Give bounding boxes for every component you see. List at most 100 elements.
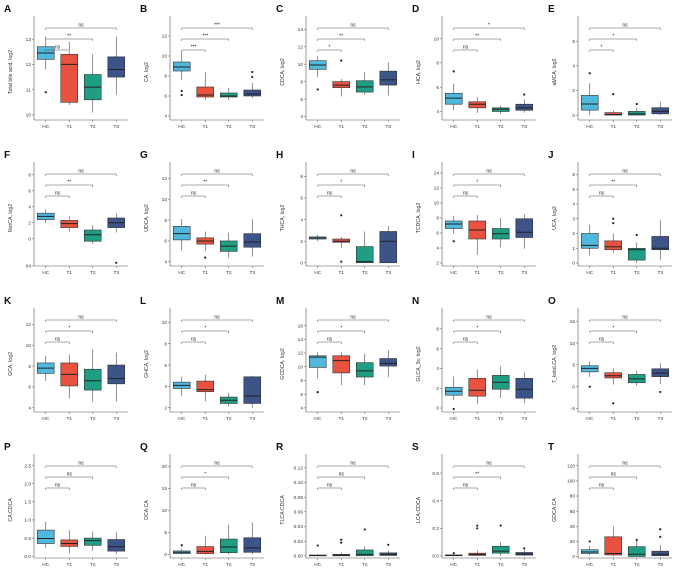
x-tick-label: T2 <box>226 416 232 422</box>
panel-l: L GHCA, log2 2 4 6 8 10 HC T1 T2 T3 ns * ns <box>140 296 264 422</box>
box-t3 <box>107 56 126 78</box>
significance-label: *** <box>214 23 220 29</box>
panel-letter: J <box>548 150 554 161</box>
significance-label: ns <box>599 483 605 489</box>
outlier-point <box>44 91 47 94</box>
significance-bracket <box>453 330 501 333</box>
y-tick-label: 8 <box>28 173 31 179</box>
outlier-point <box>659 535 662 538</box>
significance-label: ns <box>611 472 617 478</box>
significance-label: ns <box>191 483 197 489</box>
x-tick-label: T1 <box>338 562 344 568</box>
y-tick-label: 1.0 <box>24 518 31 524</box>
box-t3 <box>243 233 262 248</box>
box-hc <box>308 355 327 368</box>
significance-label: * <box>476 180 478 186</box>
x-tick-label: HC <box>178 270 185 276</box>
significance-bracket <box>453 49 478 52</box>
significance-label: ** <box>67 180 71 186</box>
y-tick-label: 10 <box>26 113 32 119</box>
x-tick-label: T1 <box>474 416 480 422</box>
x-tick-label: T1 <box>610 416 616 422</box>
y-tick-label: 6 <box>300 196 303 202</box>
outlier-point <box>115 261 118 264</box>
outlier-point <box>612 217 615 220</box>
y-tick-label: 120 <box>567 463 575 469</box>
significance-label: ** <box>203 180 207 186</box>
y-tick-label: 0.6 <box>432 471 439 477</box>
box-t3 <box>515 103 534 111</box>
box-t3 <box>379 231 398 264</box>
y-tick-label: 10 <box>162 197 168 203</box>
y-axis-label: HCA, log2 <box>416 60 422 84</box>
outlier-point <box>452 70 455 73</box>
y-tick-label: 8 <box>436 327 439 333</box>
panel-letter: L <box>140 296 146 307</box>
significance-label: ns <box>67 472 73 478</box>
y-tick-label: 2.0 <box>24 481 31 487</box>
significance-bracket <box>45 184 93 187</box>
x-tick-label: T3 <box>113 416 119 422</box>
y-tick-label: 4 <box>572 64 575 70</box>
outlier-point <box>387 543 390 546</box>
significance-label: ** <box>611 180 615 186</box>
box-t2 <box>627 111 646 116</box>
significance-bracket <box>317 38 365 41</box>
x-tick-label: HC <box>178 562 185 568</box>
y-tick-label: 6 <box>300 392 303 398</box>
significance-label: ** <box>339 34 343 40</box>
box-t2 <box>83 537 102 546</box>
outlier-point <box>476 527 479 530</box>
significance-label: ns <box>463 191 469 197</box>
box-t1 <box>604 240 623 251</box>
y-tick-label: 4 <box>164 384 167 390</box>
significance-bracket <box>453 319 525 322</box>
panel-b: B CA, log2 4 6 8 10 12 HC T1 T2 T3 *** *** *** <box>140 4 264 130</box>
y-tick-label: 15 <box>162 486 168 492</box>
y-tick-label: 10 <box>162 508 168 514</box>
y-axis-label: TCDCA, log2 <box>416 203 422 234</box>
significance-bracket <box>453 27 525 30</box>
significance-label: ns <box>486 169 492 175</box>
significance-bracket <box>181 173 253 176</box>
outlier-point <box>180 544 183 547</box>
outlier-point <box>180 89 183 93</box>
significance-bracket <box>317 465 389 468</box>
outlier-point <box>251 70 254 74</box>
y-tick-label: 15 <box>570 319 576 325</box>
x-tick-label: T1 <box>66 124 72 130</box>
y-tick-label: 2 <box>572 88 575 94</box>
panel-letter: C <box>276 4 283 15</box>
box-t3 <box>107 539 126 552</box>
x-tick-label: T2 <box>362 416 368 422</box>
box-t1 <box>604 112 623 116</box>
box-t3 <box>243 376 262 404</box>
y-tick-label: 14 <box>298 337 304 343</box>
y-tick-label: 5 <box>572 363 575 369</box>
outlier-point <box>340 260 343 263</box>
y-tick-label: 0.2 <box>432 526 439 532</box>
x-tick-label: T2 <box>362 562 368 568</box>
x-tick-label: T2 <box>226 124 232 130</box>
x-tick-label: T3 <box>385 416 391 422</box>
y-tick-label: 2 <box>300 239 303 245</box>
significance-bracket <box>453 476 501 479</box>
y-tick-label: 2 <box>436 261 439 267</box>
box-hc <box>444 220 463 229</box>
significance-label: ns <box>463 45 469 51</box>
significance-bracket <box>589 487 614 490</box>
y-tick-label: 4 <box>164 114 167 120</box>
significance-bracket <box>317 476 365 479</box>
x-tick-label: T2 <box>90 124 96 130</box>
box-t1 <box>332 238 351 243</box>
outlier-point <box>659 390 662 394</box>
y-tick-label: 0 <box>164 552 167 558</box>
panel-letter: R <box>276 442 284 453</box>
x-tick-label: T1 <box>474 270 480 276</box>
panel-letter: S <box>412 442 419 453</box>
y-tick-label: 10 <box>570 341 576 347</box>
box-hc <box>580 95 599 111</box>
